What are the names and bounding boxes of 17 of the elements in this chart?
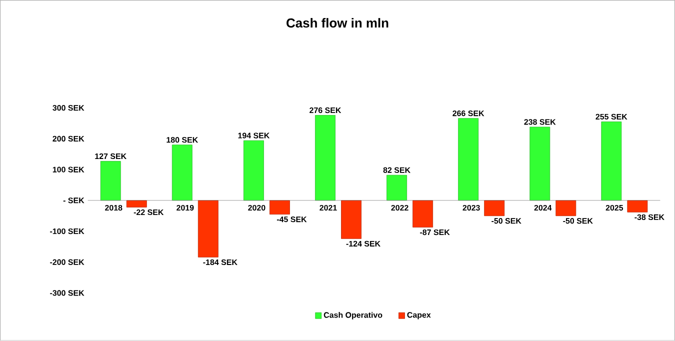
bar bbox=[244, 140, 264, 201]
bar bbox=[530, 126, 550, 201]
bar bbox=[100, 161, 121, 201]
bar bbox=[627, 200, 648, 212]
bar bbox=[601, 122, 622, 201]
bar bbox=[386, 175, 407, 201]
bar bbox=[484, 200, 505, 216]
bar bbox=[172, 144, 192, 201]
bar bbox=[270, 200, 290, 215]
bar bbox=[458, 118, 479, 201]
bar bbox=[412, 200, 434, 228]
bar bbox=[315, 115, 336, 201]
bar bbox=[198, 200, 218, 258]
bar bbox=[341, 200, 362, 239]
chart-title: Cash flow in mln bbox=[286, 18, 388, 28]
bar bbox=[556, 200, 576, 216]
bar bbox=[126, 200, 147, 208]
